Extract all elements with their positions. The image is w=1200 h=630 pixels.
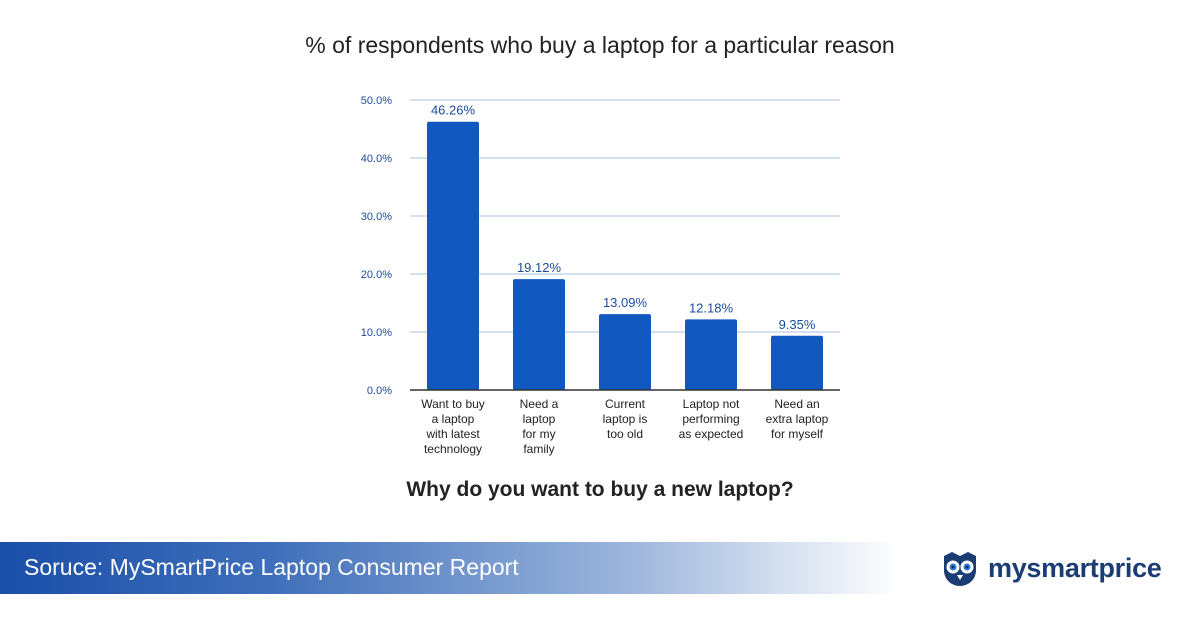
bar-value-label: 13.09% — [603, 295, 648, 310]
bars — [427, 121, 823, 390]
chart-title: % of respondents who buy a laptop for a … — [305, 32, 895, 58]
bar — [685, 319, 737, 390]
owl-logo-icon — [944, 552, 976, 586]
value-labels: 46.26% 19.12% 13.09% 12.18% 9.35% — [431, 103, 816, 332]
x-tick-label: Laptop not performing as expected — [679, 397, 744, 441]
y-tick-label: 30.0% — [361, 211, 392, 223]
y-tick-label: 50.0% — [361, 95, 392, 107]
x-tick-label: Want to buy a laptop with latest technology — [421, 397, 485, 456]
bar — [427, 121, 479, 390]
y-tick-label: 20.0% — [361, 269, 392, 281]
gridlines — [410, 99, 840, 333]
source-banner: Soruce: MySmartPrice Laptop Consumer Rep… — [0, 542, 900, 594]
x-tick-label: Need a laptop for my family — [520, 397, 559, 456]
y-tick-label: 10.0% — [361, 327, 392, 339]
y-axis-ticks: 0.0% 10.0% 20.0% 30.0% 40.0% 50.0% — [361, 95, 392, 397]
bar-value-label: 46.26% — [431, 103, 476, 118]
bar-value-label: 12.18% — [689, 300, 734, 315]
x-axis-label: Why do you want to buy a new laptop? — [406, 478, 794, 501]
x-axis-ticks: Want to buy a laptop with latest technology… — [421, 397, 828, 456]
source-text: Soruce: MySmartPrice Laptop Consumer Rep… — [24, 554, 519, 580]
y-tick-label: 40.0% — [361, 153, 392, 165]
bar-value-label: 19.12% — [517, 260, 562, 275]
brand-name: mysmartprice — [988, 552, 1162, 583]
bar — [771, 335, 823, 390]
bar — [513, 279, 565, 390]
x-tick-label: Current laptop is too old — [603, 397, 648, 441]
bar — [599, 314, 651, 390]
y-tick-label: 0.0% — [367, 385, 392, 397]
bar-value-label: 9.35% — [779, 317, 816, 332]
x-tick-label: Need an extra laptop for myself — [766, 397, 829, 441]
brand-logo: mysmartprice — [940, 548, 1162, 588]
